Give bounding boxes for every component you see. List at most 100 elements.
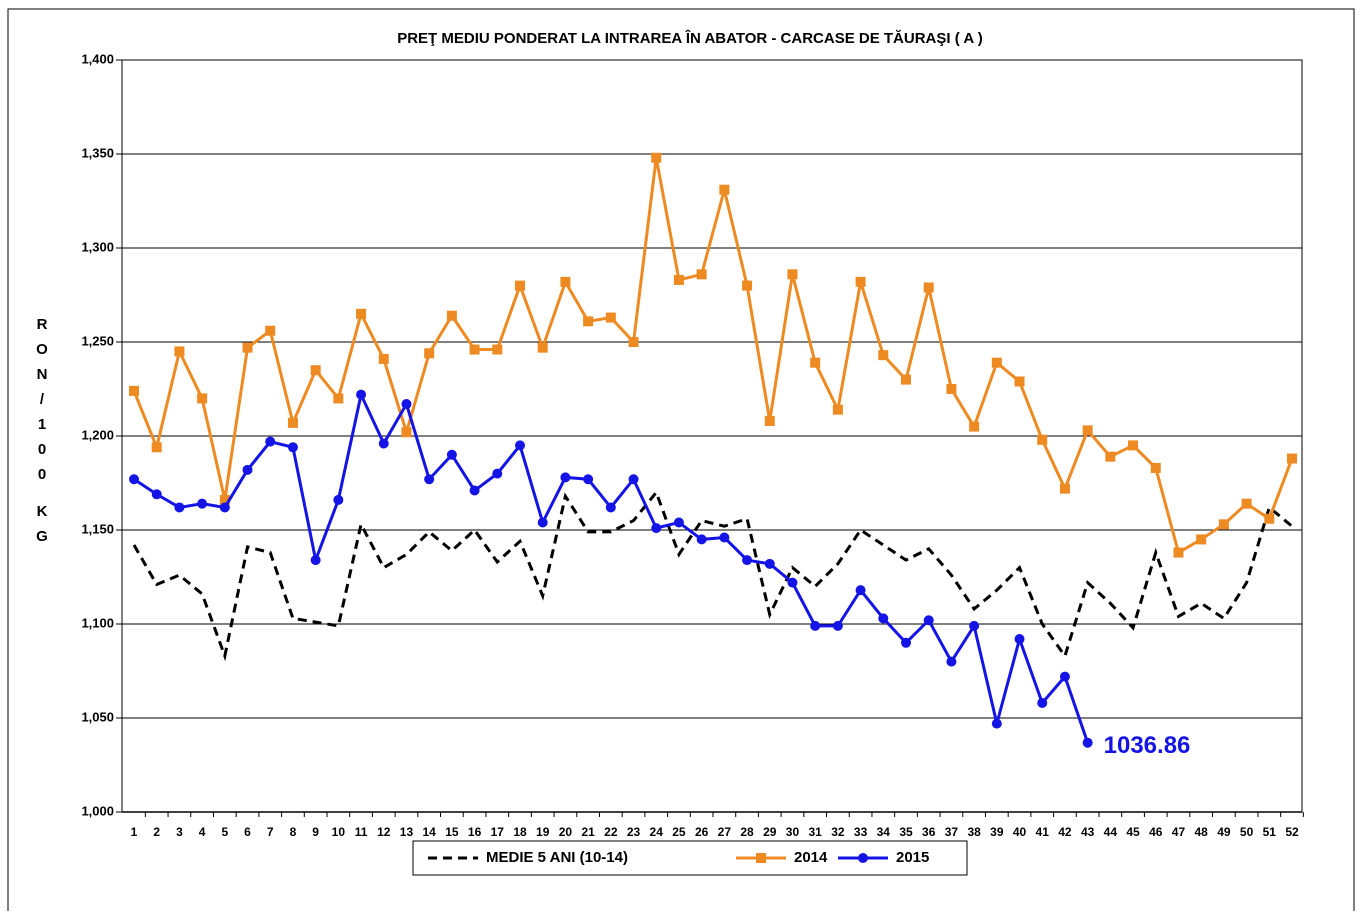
point <box>537 517 548 528</box>
chart-title: PREŢ MEDIU PONDERAT LA INTRAREA ÎN ABATO… <box>397 29 983 47</box>
point <box>151 442 162 453</box>
point <box>901 374 911 385</box>
x-tick-label: 50 <box>1240 825 1254 839</box>
point <box>242 464 253 475</box>
y-tick-label: 1,050 <box>81 709 114 724</box>
point <box>560 472 571 483</box>
point <box>174 346 185 357</box>
series-line <box>132 157 1294 555</box>
point <box>1105 451 1116 462</box>
point <box>333 494 344 505</box>
x-tick-label: 21 <box>581 825 595 839</box>
point <box>810 357 821 368</box>
x-tick-label: 31 <box>808 825 822 839</box>
point <box>1037 697 1048 708</box>
x-tick-label: 43 <box>1081 825 1095 839</box>
point <box>1059 483 1070 494</box>
point <box>1128 440 1139 451</box>
point <box>492 344 503 355</box>
x-tick-label: 45 <box>1126 825 1140 839</box>
x-tick-label: 12 <box>377 825 391 839</box>
x-tick-label: 33 <box>854 825 868 839</box>
x-tick-label: 41 <box>1036 825 1050 839</box>
point <box>583 316 594 327</box>
point <box>628 337 639 347</box>
x-tick-label: 29 <box>763 825 777 839</box>
point <box>991 357 1002 368</box>
x-tick-label: 40 <box>1013 825 1027 839</box>
point <box>197 498 208 509</box>
point <box>515 280 525 291</box>
x-tick-label: 5 <box>221 825 228 839</box>
point <box>469 344 480 355</box>
point <box>855 585 866 596</box>
legend-label: 2015 <box>896 849 929 866</box>
x-tick-label: 39 <box>990 825 1004 839</box>
x-tick-label: 47 <box>1172 825 1186 839</box>
x-tick-label: 49 <box>1217 825 1231 839</box>
point <box>901 637 911 648</box>
x-tick-label: 34 <box>877 825 891 839</box>
y-tick-label: 1,000 <box>81 803 114 818</box>
x-tick-label: 4 <box>199 825 206 839</box>
x-tick-label: 17 <box>491 825 505 839</box>
point <box>537 342 548 353</box>
legend: MEDIE 5 ANI (10-14) 2014 2015 <box>412 840 968 876</box>
point <box>855 276 866 287</box>
x-tick-label: 44 <box>1104 825 1118 839</box>
point <box>356 389 367 400</box>
legend-label: 2014 <box>794 849 828 866</box>
x-tick-label: 3 <box>176 825 183 839</box>
point <box>1196 534 1207 545</box>
point <box>673 517 684 528</box>
point <box>174 502 185 513</box>
point <box>197 393 208 404</box>
point <box>446 310 457 321</box>
point <box>265 436 276 447</box>
point <box>878 350 889 361</box>
point <box>673 274 684 285</box>
point <box>287 417 298 428</box>
point <box>1287 453 1297 464</box>
point <box>810 620 821 631</box>
point <box>129 385 139 396</box>
x-tick-label: 1 <box>131 825 138 839</box>
point <box>492 468 503 479</box>
x-tick-label: 13 <box>400 825 414 839</box>
point <box>287 442 298 453</box>
x-tick-label: 10 <box>332 825 346 839</box>
x-tick-label: 38 <box>967 825 981 839</box>
x-tick-label: 9 <box>312 825 319 839</box>
point <box>378 438 389 449</box>
point <box>401 399 412 410</box>
x-tick-label: 14 <box>422 825 436 839</box>
point <box>1218 519 1229 530</box>
point <box>969 620 980 631</box>
point <box>696 534 707 545</box>
y-tick-label: 1,400 <box>81 51 114 66</box>
point <box>310 555 321 566</box>
point <box>265 325 276 336</box>
point <box>378 353 389 364</box>
series-line <box>132 489 1293 662</box>
x-tick-label: 7 <box>267 825 274 839</box>
point <box>946 384 957 394</box>
point <box>560 276 571 287</box>
x-tick-label: 18 <box>513 825 527 839</box>
y-tick-label: 1,300 <box>81 239 114 254</box>
point <box>469 485 480 496</box>
point <box>1014 376 1025 387</box>
x-tick-label: 46 <box>1149 825 1163 839</box>
point <box>1150 462 1161 473</box>
x-tick-label: 36 <box>922 825 936 839</box>
x-tick-label: 2 <box>153 825 160 839</box>
point <box>219 494 230 505</box>
x-tick-label: 32 <box>831 825 845 839</box>
point <box>424 348 435 359</box>
point <box>628 474 639 485</box>
x-tick-label: 48 <box>1194 825 1208 839</box>
x-tick-label: 20 <box>559 825 573 839</box>
x-tick-label: 28 <box>740 825 754 839</box>
point <box>151 489 162 500</box>
